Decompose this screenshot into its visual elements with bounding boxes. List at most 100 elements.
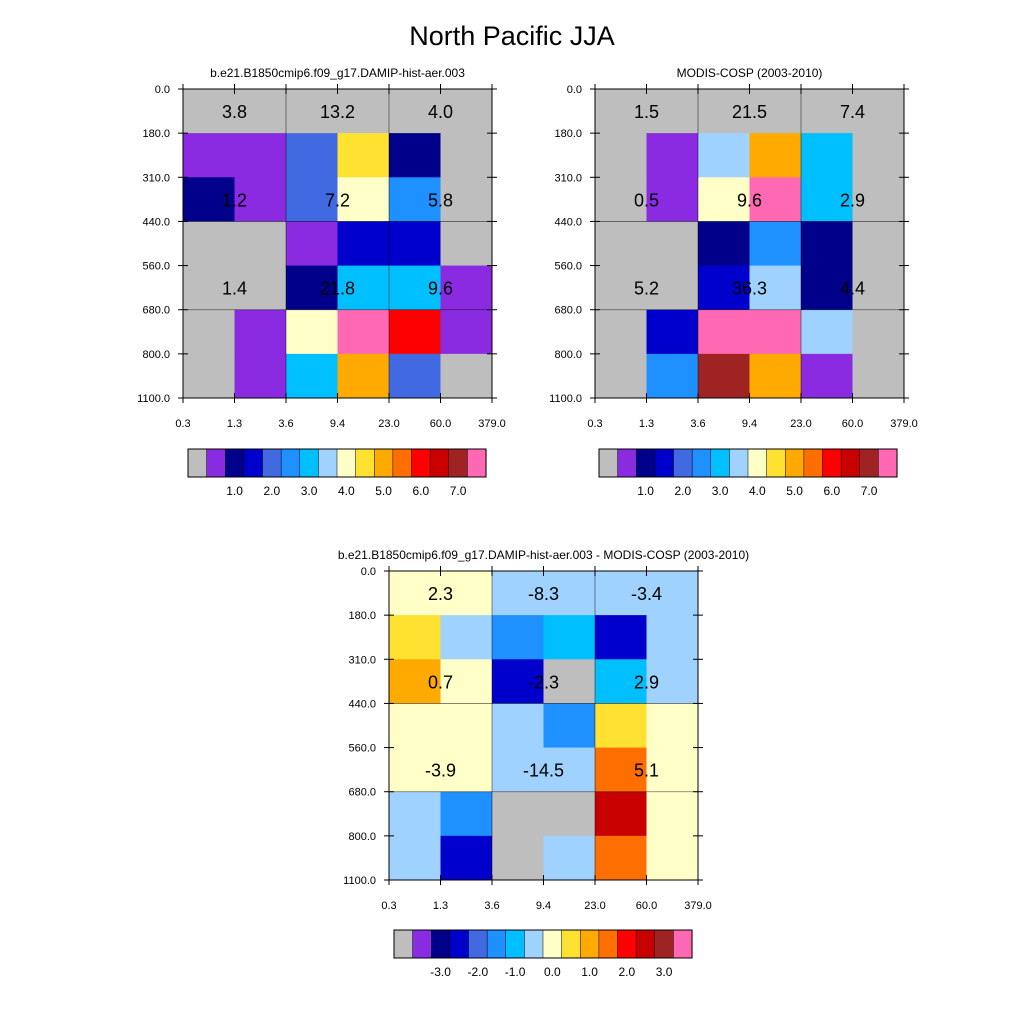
y-tick-label: 800.0 — [554, 349, 582, 361]
heatmap-cell — [440, 309, 493, 355]
block-value-label: 5.2 — [634, 279, 659, 299]
y-tick-label: 680.0 — [142, 305, 170, 317]
x-tick-label: 379.0 — [684, 900, 712, 912]
heatmap-cell — [234, 265, 287, 311]
block-value-label: 2.9 — [634, 672, 659, 692]
heatmap-cell — [698, 133, 750, 178]
colorbar-swatch — [524, 929, 544, 959]
heatmap-cell — [646, 309, 699, 355]
colorbar-swatch — [766, 448, 786, 478]
heatmap-cell — [749, 89, 802, 134]
colorbar-swatch — [747, 448, 768, 478]
heatmap-cell — [440, 835, 493, 881]
block-value-label: -8.3 — [528, 584, 559, 604]
x-tick-label: 379.0 — [890, 418, 918, 430]
block-value-label: 3.8 — [222, 102, 247, 122]
heatmap-cell — [543, 747, 596, 793]
heatmap-cell — [492, 835, 544, 881]
heatmap-cell — [183, 133, 235, 178]
heatmap-cell — [852, 89, 905, 134]
colorbar-swatch — [225, 448, 245, 478]
colorbar-swatch — [691, 448, 712, 478]
heatmap-cell — [852, 309, 905, 355]
x-tick-label: 1.3 — [639, 418, 654, 430]
y-tick-label: 180.0 — [142, 128, 170, 140]
figure-title: North Pacific JJA — [409, 21, 615, 51]
colorbar-swatch — [318, 448, 338, 478]
block-value-label: 1.4 — [222, 279, 247, 299]
x-tick-label: 3.6 — [278, 418, 293, 430]
heatmap-cell — [183, 353, 235, 399]
heatmap-cell — [852, 221, 905, 267]
heatmap-cell — [183, 177, 235, 222]
heatmap-cell — [801, 133, 853, 178]
colorbar-swatch — [411, 448, 431, 478]
y-tick-label: 440.0 — [554, 216, 582, 228]
block-value-label: 21.5 — [732, 102, 767, 122]
block-value-label: 2.3 — [428, 584, 453, 604]
heatmap-cell — [389, 615, 441, 660]
colorbar-label: 2.0 — [674, 484, 691, 498]
y-tick-label: 680.0 — [554, 305, 582, 317]
colorbar-label: -1.0 — [505, 965, 526, 979]
y-tick-label: 180.0 — [348, 610, 376, 622]
heatmap-cell — [749, 221, 802, 267]
heatmap-cell — [595, 615, 647, 660]
block-value-label: 5.8 — [428, 190, 453, 210]
colorbar-swatch — [803, 448, 824, 478]
colorbar-swatch — [859, 448, 879, 478]
heatmap-cell — [698, 177, 750, 222]
x-tick-label: 23.0 — [584, 900, 605, 912]
heatmap-cell — [286, 133, 338, 178]
heatmap-cell — [852, 133, 905, 178]
heatmap-cell — [801, 265, 853, 311]
heatmap-cell — [492, 791, 544, 837]
heatmap-cell — [337, 177, 390, 222]
panel-title: b.e21.B1850cmip6.f09_g17.DAMIP-hist-aer.… — [338, 548, 749, 562]
panel-title: MODIS-COSP (2003-2010) — [677, 66, 823, 80]
colorbar-swatch — [392, 448, 413, 478]
heatmap-cell — [389, 791, 441, 837]
heatmap-cell — [389, 265, 441, 311]
colorbar-swatch — [336, 448, 357, 478]
block-value-label: 7.2 — [325, 190, 350, 210]
colorbar-swatch — [468, 929, 488, 959]
colorbar-swatch — [206, 448, 226, 478]
colorbar-label: -2.0 — [467, 965, 488, 979]
colorbar-label: 2.0 — [263, 484, 280, 498]
heatmap-cell — [646, 353, 699, 399]
y-tick-label: 440.0 — [142, 216, 170, 228]
heatmap-cell — [646, 835, 699, 881]
colorbar-swatch — [449, 929, 470, 959]
block-value-label: 9.6 — [428, 279, 453, 299]
heatmap-cell — [492, 659, 544, 704]
heatmap-cell — [440, 89, 493, 134]
colorbar-swatch — [598, 448, 619, 478]
heatmap-cell — [852, 177, 905, 222]
block-value-label: 0.7 — [428, 672, 453, 692]
colorbar-swatch — [299, 448, 319, 478]
heatmap-cell — [337, 133, 390, 178]
heatmap-cell — [389, 747, 441, 793]
colorbar-swatch — [355, 448, 375, 478]
block-value-label: 1.2 — [222, 190, 247, 210]
heatmap-cell — [595, 353, 647, 399]
heatmap-cell — [801, 221, 853, 267]
x-tick-label: 3.6 — [484, 900, 499, 912]
colorbar-label: 2.0 — [618, 965, 635, 979]
colorbar-swatch — [431, 929, 451, 959]
heatmap-cell — [337, 89, 390, 134]
y-tick-label: 0.0 — [361, 566, 376, 578]
x-tick-label: 9.4 — [536, 900, 551, 912]
x-tick-label: 0.3 — [587, 418, 602, 430]
x-tick-label: 9.4 — [742, 418, 757, 430]
heatmap-cell — [389, 221, 441, 267]
x-tick-label: 23.0 — [790, 418, 811, 430]
y-tick-label: 310.0 — [142, 172, 170, 184]
block-value-label: 0.5 — [634, 190, 659, 210]
colorbar-swatch — [448, 448, 468, 478]
panel-title: b.e21.B1850cmip6.f09_g17.DAMIP-hist-aer.… — [210, 66, 465, 80]
block-value-label: 4.0 — [428, 102, 453, 122]
y-tick-label: 680.0 — [348, 787, 376, 799]
